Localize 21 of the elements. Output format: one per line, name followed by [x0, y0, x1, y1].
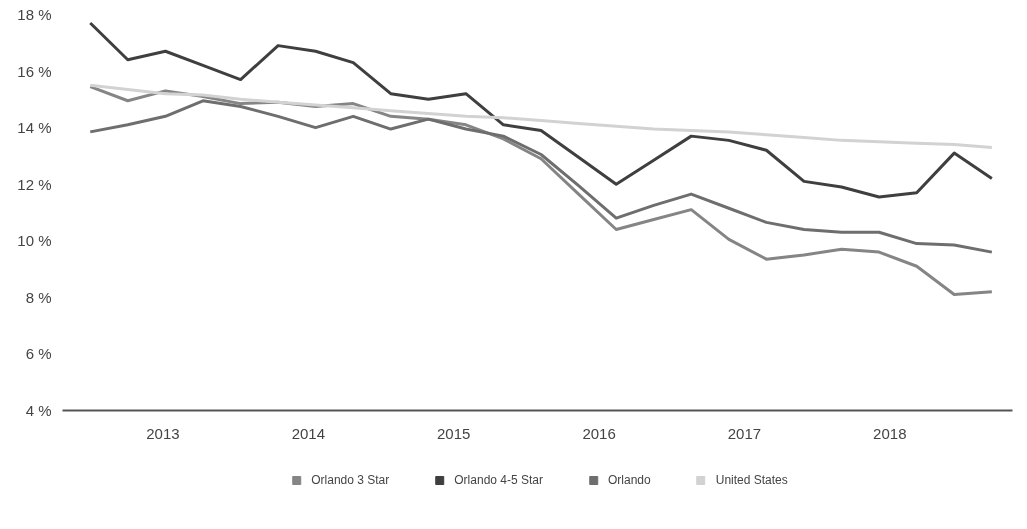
legend-label: Orlando 4-5 Star: [454, 473, 544, 487]
y-tick-label: 12 %: [17, 175, 52, 193]
x-tick-label: 2017: [727, 424, 762, 442]
x-tick-label: 2016: [582, 424, 616, 442]
x-tick-label: 2013: [146, 424, 180, 442]
line-series: [88, 99, 994, 254]
y-tick-label: 18 %: [17, 6, 52, 23]
legend-label: Orlando: [608, 473, 651, 487]
y-tick-label: 6 %: [25, 345, 52, 363]
x-tick-label: 2014: [291, 424, 326, 442]
line-series: [88, 21, 994, 199]
y-tick-label: 16 %: [17, 62, 52, 80]
y-tick-label: 8 %: [25, 288, 52, 306]
legend-label: Orlando 3 Star: [311, 473, 390, 487]
y-tick-label: 10 %: [17, 232, 52, 250]
x-tick-label: 2015: [437, 424, 471, 442]
y-tick-label: 4 %: [25, 402, 52, 419]
y-tick-label: 14 %: [17, 119, 52, 137]
legend-label: United States: [715, 473, 788, 487]
x-tick-label: 2018: [873, 424, 907, 442]
line-series: [88, 83, 994, 149]
